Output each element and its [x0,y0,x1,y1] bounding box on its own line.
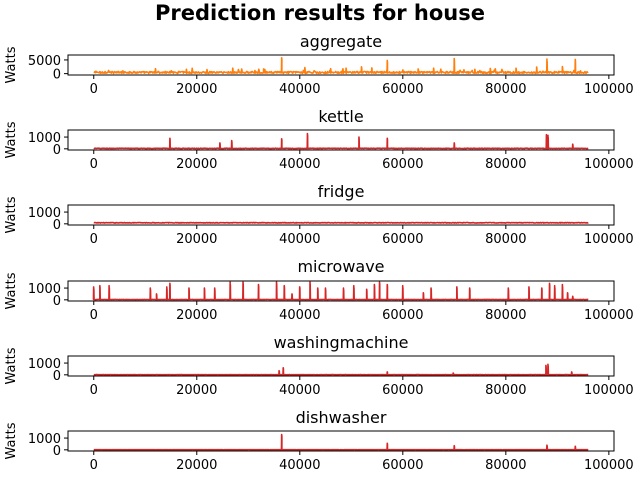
x-tick-label: 80000 [485,157,526,172]
x-tick-label: 60000 [382,308,423,323]
subplot-title: kettle [318,107,363,126]
x-tick-label: 100000 [584,383,634,398]
y-tick-label: 0 [53,143,61,158]
x-tick-label: 20000 [176,82,217,97]
axes-frame [67,280,615,302]
x-tick-label: 20000 [176,458,217,473]
y-tick-label: 0 [53,369,61,384]
subplot-title: microwave [297,257,384,276]
x-tick-label: 40000 [279,308,320,323]
series-line-kettle [93,132,589,150]
x-tick-label: 0 [90,308,98,323]
y-tick-label: 1000 [28,357,61,372]
y-tick-label: 1000 [28,131,61,146]
x-tick-label: 100000 [584,157,634,172]
x-tick-label: 0 [90,157,98,172]
figure-title: Prediction results for house [155,1,485,25]
x-tick-label: 100000 [584,308,634,323]
subplot-title: dishwasher [296,408,387,427]
y-axis-label: Watts [4,46,19,83]
axes-frame [67,430,615,452]
x-tick-label: 100000 [584,82,634,97]
x-tick-label: 20000 [176,157,217,172]
x-tick-label: 40000 [279,383,320,398]
y-tick-label: 0 [53,218,61,233]
subplot-title: aggregate [300,32,382,51]
x-tick-label: 20000 [176,383,217,398]
x-tick-label: 40000 [279,458,320,473]
x-tick-label: 60000 [382,458,423,473]
x-tick-label: 80000 [485,82,526,97]
y-axis-label: Watts [4,196,19,233]
x-tick-label: 60000 [382,383,423,398]
x-tick-label: 40000 [279,157,320,172]
x-tick-label: 20000 [176,308,217,323]
y-axis-label: Watts [4,272,19,309]
axes-frame [67,204,615,226]
y-tick-label: 1000 [28,206,61,221]
x-tick-label: 60000 [382,232,423,247]
subplot-title: washingmachine [274,333,409,352]
x-tick-label: 100000 [584,458,634,473]
x-tick-label: 80000 [485,232,526,247]
series-line-fridge [93,221,589,224]
x-tick-label: 60000 [382,82,423,97]
y-axis-label: Watts [4,121,19,158]
axes-frame [67,129,615,151]
y-tick-label: 0 [53,68,61,83]
series-line-microwave [92,281,589,301]
series-line-aggregate [93,56,589,75]
y-tick-label: 1000 [28,282,61,297]
y-tick-label: 0 [53,294,61,309]
y-axis-label: Watts [4,347,19,384]
y-tick-label: 5000 [28,54,61,69]
series-line-dishwasher [93,433,589,451]
x-tick-label: 20000 [176,232,217,247]
axes-frame [67,355,615,377]
x-tick-label: 40000 [279,232,320,247]
x-tick-label: 100000 [584,232,634,247]
x-tick-label: 0 [90,458,98,473]
x-tick-label: 40000 [279,82,320,97]
x-tick-label: 0 [90,82,98,97]
y-axis-label: Watts [4,422,19,459]
x-tick-label: 0 [90,232,98,247]
axes-frame [67,54,615,76]
x-tick-label: 0 [90,383,98,398]
y-tick-label: 0 [53,444,61,459]
y-tick-label: 1000 [28,432,61,447]
series-line-washingmachine [93,363,589,376]
x-tick-label: 80000 [485,308,526,323]
x-tick-label: 80000 [485,458,526,473]
x-tick-label: 80000 [485,383,526,398]
x-tick-label: 60000 [382,157,423,172]
subplot-title: fridge [318,182,365,201]
